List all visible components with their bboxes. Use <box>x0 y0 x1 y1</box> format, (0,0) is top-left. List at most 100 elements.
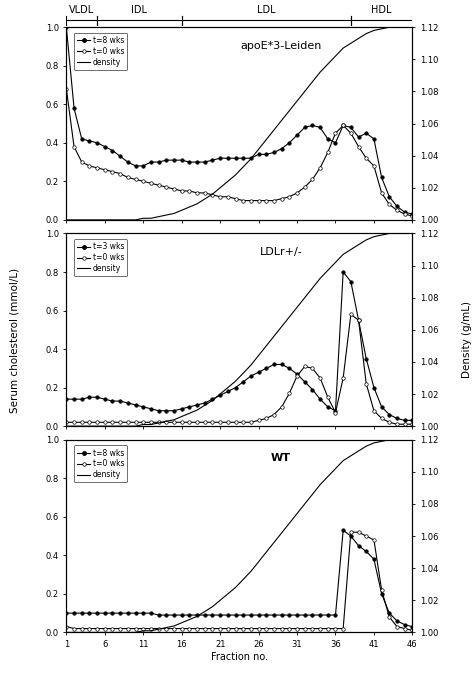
t=8 wks <box>125 609 131 617</box>
t=0 wks <box>348 129 354 137</box>
t=0 wks <box>109 624 115 632</box>
t=8 wks <box>118 152 123 160</box>
t=0 wks <box>294 624 300 632</box>
t=0 wks <box>156 181 162 189</box>
t=0 wks <box>348 528 354 537</box>
t=0 wks <box>240 624 246 632</box>
Text: apoE*3-Leiden: apoE*3-Leiden <box>240 41 321 51</box>
t=8 wks <box>310 611 315 619</box>
t=0 wks <box>225 418 231 426</box>
t=3 wks <box>233 384 238 392</box>
t=0 wks <box>240 197 246 205</box>
t=0 wks <box>286 624 292 632</box>
t=0 wks <box>302 183 308 191</box>
t=0 wks <box>402 420 408 428</box>
t=3 wks <box>286 364 292 373</box>
t=8 wks <box>317 611 323 619</box>
t=8 wks <box>256 611 262 619</box>
t=3 wks <box>371 384 377 392</box>
t=8 wks <box>410 210 415 218</box>
t=0 wks <box>279 194 284 203</box>
t=0 wks <box>356 143 361 151</box>
Legend: t=3 wks, t=0 wks, density: t=3 wks, t=0 wks, density <box>73 239 128 276</box>
t=8 wks <box>302 123 308 131</box>
t=8 wks <box>194 158 200 166</box>
Text: Serum cholesterol (mmol/L): Serum cholesterol (mmol/L) <box>9 267 19 413</box>
t=3 wks <box>394 414 400 422</box>
t=0 wks <box>125 418 131 426</box>
t=8 wks <box>225 154 231 163</box>
t=3 wks <box>202 399 208 407</box>
t=3 wks <box>187 403 192 411</box>
t=3 wks <box>79 395 84 403</box>
t=0 wks <box>179 624 184 632</box>
t=8 wks <box>256 150 262 158</box>
Legend: t=8 wks, t=0 wks, density: t=8 wks, t=0 wks, density <box>73 445 128 482</box>
t=3 wks <box>179 405 184 413</box>
t=3 wks <box>325 403 331 411</box>
t=0 wks <box>125 173 131 182</box>
t=0 wks <box>79 158 84 166</box>
t=8 wks <box>179 156 184 165</box>
t=0 wks <box>71 418 77 426</box>
t=8 wks <box>171 611 177 619</box>
t=0 wks <box>194 624 200 632</box>
t=8 wks <box>202 611 208 619</box>
t=8 wks <box>156 611 162 619</box>
t=0 wks <box>333 409 338 417</box>
t=0 wks <box>187 624 192 632</box>
t=0 wks <box>279 403 284 411</box>
t=0 wks <box>310 364 315 373</box>
t=0 wks <box>102 624 108 632</box>
t=3 wks <box>256 368 262 376</box>
t=0 wks <box>79 624 84 632</box>
t=8 wks <box>333 139 338 147</box>
t=3 wks <box>171 407 177 415</box>
t=0 wks <box>118 418 123 426</box>
t=0 wks <box>225 624 231 632</box>
t=0 wks <box>364 532 369 540</box>
t=0 wks <box>233 418 238 426</box>
t=8 wks <box>140 162 146 170</box>
t=3 wks <box>294 370 300 378</box>
t=0 wks <box>217 624 223 632</box>
t=8 wks <box>371 555 377 563</box>
t=0 wks <box>302 362 308 371</box>
t=8 wks <box>125 158 131 166</box>
t=8 wks <box>133 609 138 617</box>
t=8 wks <box>102 609 108 617</box>
t=8 wks <box>371 135 377 143</box>
t=0 wks <box>379 586 384 594</box>
t=8 wks <box>394 203 400 211</box>
t=8 wks <box>240 611 246 619</box>
t=8 wks <box>386 192 392 201</box>
t=0 wks <box>187 187 192 195</box>
t=8 wks <box>171 156 177 165</box>
t=0 wks <box>248 624 254 632</box>
t=0 wks <box>325 393 331 401</box>
t=0 wks <box>356 528 361 537</box>
t=8 wks <box>217 611 223 619</box>
t=8 wks <box>94 139 100 147</box>
X-axis label: Fraction no.: Fraction no. <box>211 652 268 662</box>
t=0 wks <box>79 418 84 426</box>
t=8 wks <box>94 609 100 617</box>
t=0 wks <box>394 623 400 631</box>
t=8 wks <box>248 154 254 163</box>
t=0 wks <box>264 624 269 632</box>
t=3 wks <box>210 395 215 403</box>
t=0 wks <box>256 197 262 205</box>
t=3 wks <box>379 403 384 411</box>
t=0 wks <box>202 624 208 632</box>
t=3 wks <box>125 399 131 407</box>
t=3 wks <box>340 268 346 276</box>
t=0 wks <box>317 374 323 382</box>
t=8 wks <box>79 135 84 143</box>
Text: WT: WT <box>271 454 291 463</box>
t=3 wks <box>109 397 115 405</box>
t=0 wks <box>294 372 300 380</box>
t=0 wks <box>171 624 177 632</box>
t=0 wks <box>410 626 415 634</box>
t=0 wks <box>348 310 354 318</box>
Text: LDL: LDL <box>257 5 275 15</box>
